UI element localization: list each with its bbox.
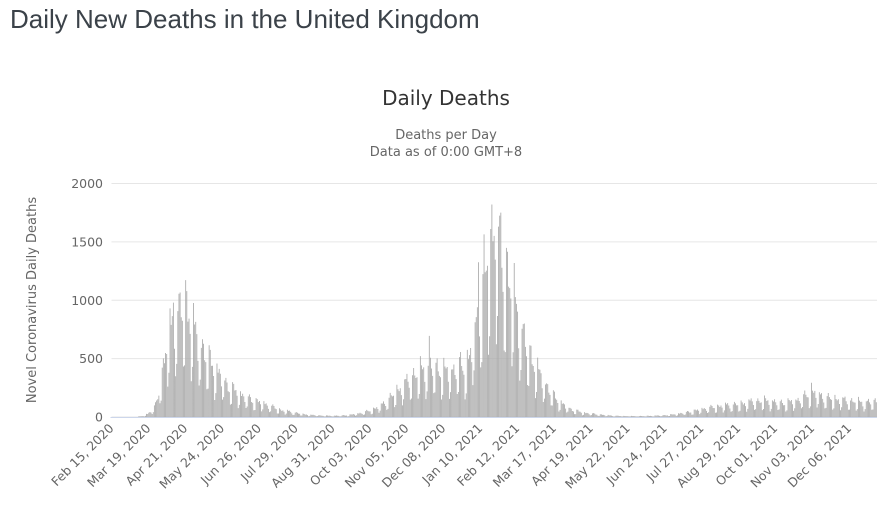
y-axis-tick-label: 500	[79, 351, 103, 366]
page-title: Daily New Deaths in the United Kingdom	[10, 4, 480, 34]
x-axis-tick-label: Dec 08, 2020	[379, 420, 449, 490]
x-axis-tick-label: Aug 29, 2021	[673, 421, 743, 491]
x-axis-tick-label: Aug 31, 2020	[268, 420, 338, 490]
daily-deaths-bars[interactable]	[138, 204, 877, 417]
deaths-bar-series[interactable]	[138, 204, 877, 417]
x-axis-tick-label: Dec 06, 2021	[784, 421, 854, 491]
x-axis-tick-label: May 24, 2020	[156, 420, 227, 491]
x-axis-tick-label: Nov 03, 2021	[747, 421, 817, 491]
y-axis-tick-label: 0	[95, 410, 103, 425]
y-axis-tick-label: 2000	[71, 176, 103, 191]
y-axis-tick-label: 1500	[71, 234, 103, 249]
y-axis-tick-label: 1000	[71, 293, 103, 308]
plot-area[interactable]	[112, 184, 878, 418]
chart-title: Daily Deaths	[382, 86, 510, 110]
y-axis-title: Novel Coronavirus Daily Deaths	[25, 197, 40, 403]
x-axis-tick-label: Nov 05, 2020	[342, 420, 412, 490]
chart-subtitle-line2: Data as of 0:00 GMT+8	[370, 145, 522, 160]
chart-subtitle-line1: Deaths per Day	[395, 128, 497, 143]
x-axis-tick-label: May 22, 2021	[562, 421, 633, 492]
x-axis-tick-label: Feb 15, 2020	[48, 420, 116, 488]
y-axis-labels: 0 500 1000 1500 2000	[71, 176, 103, 425]
